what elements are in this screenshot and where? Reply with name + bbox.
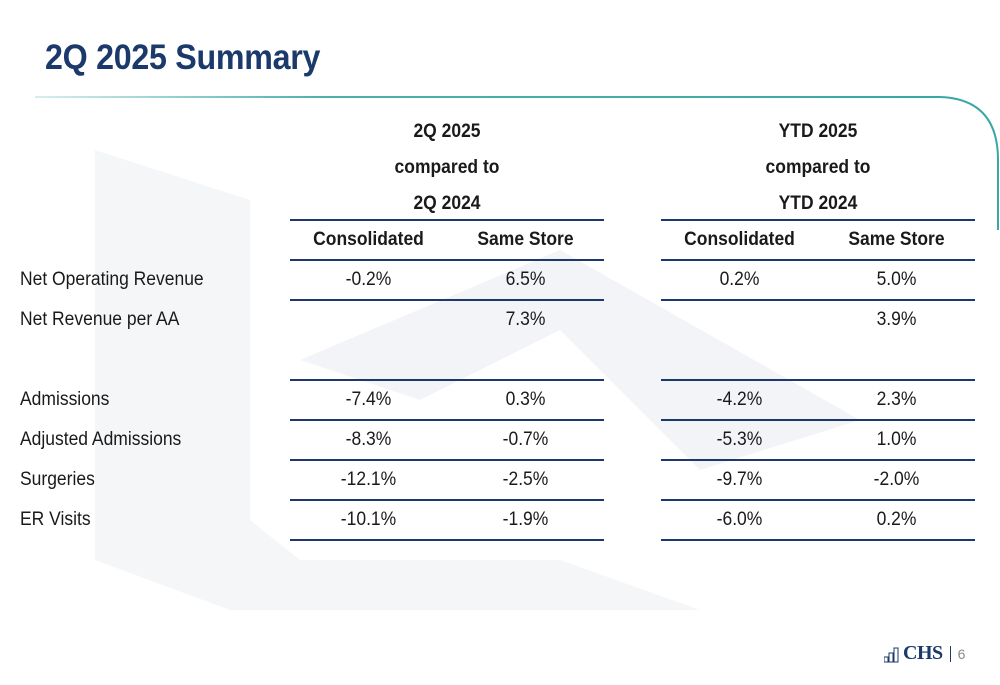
table-rule — [290, 299, 604, 301]
table-cell: -7.4% — [345, 389, 392, 410]
table-cell: -2.0% — [873, 469, 920, 490]
table-rule — [290, 459, 604, 461]
page-title: 2Q 2025 Summary — [45, 38, 321, 77]
row-label: Admissions — [20, 389, 110, 410]
table-rule — [290, 259, 604, 261]
table-cell — [667, 340, 811, 380]
table-cell: 6.5% — [505, 269, 546, 290]
table-rule — [290, 499, 604, 501]
column-header: Same Store — [848, 229, 945, 250]
table-cell: 3.9% — [876, 309, 917, 330]
chs-logo-icon — [884, 647, 899, 662]
group-header-line: YTD 2025 — [778, 121, 858, 142]
table-cell: -1.9% — [502, 509, 549, 530]
table-cell: 7.3% — [505, 309, 546, 330]
group-header-line: compared to — [394, 157, 500, 178]
table-rule — [661, 379, 975, 381]
table-rule — [290, 419, 604, 421]
table-cell: -4.2% — [716, 389, 763, 410]
table-rule — [290, 539, 604, 541]
row-label: Net Operating Revenue — [20, 269, 204, 290]
table-cell: -6.0% — [716, 509, 763, 530]
row-label: Adjusted Admissions — [20, 429, 182, 450]
table-rule — [661, 299, 975, 301]
group-header-line: compared to — [765, 157, 871, 178]
footer: CHS 6 — [884, 642, 965, 665]
table-cell: -2.5% — [502, 469, 549, 490]
page-number: 6 — [957, 645, 966, 662]
table-cell: 0.3% — [505, 389, 546, 410]
table-rule — [661, 539, 975, 541]
group-header-ytd: YTD 2025 compared to YTD 2024 — [674, 114, 963, 222]
table-cell — [824, 340, 968, 380]
table-cell — [453, 340, 597, 380]
table-rule — [661, 499, 975, 501]
table-rule — [290, 379, 604, 381]
footer-separator — [949, 645, 951, 662]
table-cell: -0.7% — [502, 429, 549, 450]
table-cell — [667, 300, 811, 340]
table-rule — [290, 219, 604, 221]
table-cell: -8.3% — [345, 429, 392, 450]
table-cell: -10.1% — [340, 509, 397, 530]
row-label: ER Visits — [20, 509, 91, 530]
table-cell: 2.3% — [876, 389, 917, 410]
column-header: Consolidated — [313, 229, 424, 250]
column-header: Same Store — [477, 229, 574, 250]
table-cell — [296, 340, 440, 380]
table-rule — [661, 219, 975, 221]
table-cell — [296, 300, 440, 340]
table-cell: 5.0% — [876, 269, 917, 290]
row-label: Surgeries — [20, 469, 95, 490]
table-cell: 0.2% — [876, 509, 917, 530]
table-cell: -5.3% — [716, 429, 763, 450]
table-rule — [661, 459, 975, 461]
table-cell: -0.2% — [345, 269, 392, 290]
table-cell: -12.1% — [340, 469, 397, 490]
table-cell: -9.7% — [716, 469, 763, 490]
group-header-line: YTD 2024 — [778, 193, 858, 214]
column-header: Consolidated — [684, 229, 795, 250]
table-rule — [661, 259, 975, 261]
group-header-line: 2Q 2024 — [413, 193, 481, 214]
group-header-line: 2Q 2025 — [413, 121, 481, 142]
table-cell: 0.2% — [719, 269, 760, 290]
group-header-quarter: 2Q 2025 compared to 2Q 2024 — [303, 114, 592, 222]
chs-logo-text: CHS — [903, 642, 943, 664]
row-label: Net Revenue per AA — [20, 309, 180, 330]
table-cell: 1.0% — [876, 429, 917, 450]
table-rule — [661, 419, 975, 421]
